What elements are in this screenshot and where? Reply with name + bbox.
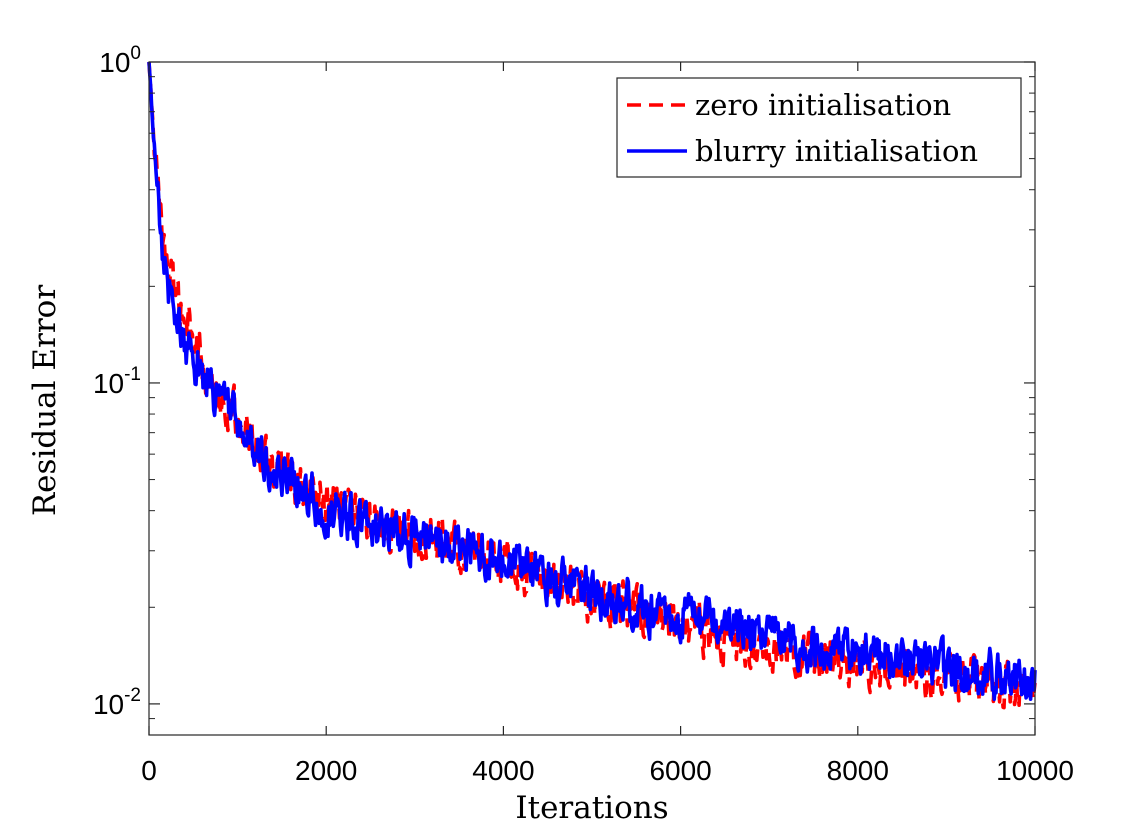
y-axis-label: Residual Error [27, 285, 63, 517]
series-layer [147, 61, 1037, 710]
x-tick-label: 4000 [472, 755, 534, 786]
legend-box [616, 77, 1022, 178]
legend-label-zero-initialisation: zero initialisation [695, 88, 951, 122]
x-tick-label: 6000 [649, 755, 711, 786]
x-tick-label: 0 [141, 755, 157, 786]
y-tick-label: 10-2 [93, 685, 141, 720]
plot-frame [148, 61, 1036, 736]
x-tick-label: 10000 [996, 755, 1074, 786]
x-tick-label: 8000 [827, 755, 889, 786]
y-tick-exponent: -2 [124, 685, 141, 706]
y-tick-label: 10-1 [93, 364, 141, 399]
y-tick-base: 10 [93, 368, 124, 399]
y-tick-base: 10 [99, 47, 130, 78]
y-tick-exponent: 0 [130, 43, 141, 64]
series-line-blurry-initialisation [147, 61, 1037, 702]
y-tick-label: 100 [99, 43, 141, 78]
x-tick-label: 2000 [295, 755, 357, 786]
legend: zero initialisation blurry initialisatio… [616, 77, 1022, 178]
y-tick-exponent: -1 [124, 364, 141, 385]
legend-label-blurry-initialisation: blurry initialisation [695, 134, 978, 168]
x-axis-label: Iterations [515, 790, 668, 826]
y-tick-base: 10 [93, 689, 124, 720]
